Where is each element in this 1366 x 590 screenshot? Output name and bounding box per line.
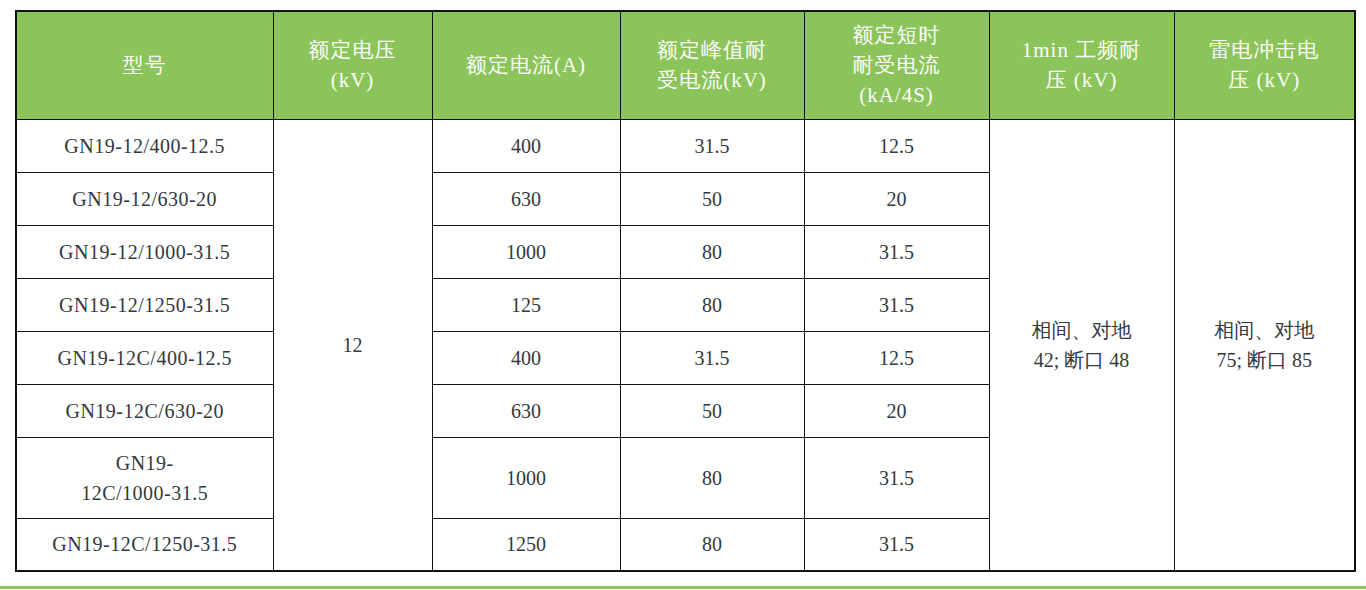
col-header-rated-current: 额定电流(A)	[432, 11, 620, 119]
cell-peak-withstand: 80	[620, 278, 804, 331]
cell-short-time-withstand: 12.5	[804, 331, 989, 384]
cell-model: GN19-12C/1250-31.5	[16, 518, 273, 571]
cell-rated-current: 630	[432, 384, 620, 437]
cell-peak-withstand: 80	[620, 518, 804, 571]
cell-peak-withstand: 80	[620, 225, 804, 278]
cell-peak-withstand: 50	[620, 384, 804, 437]
col-header-power-frequency-withstand: 1min 工频耐 压 (kV)	[989, 11, 1174, 119]
cell-short-time-withstand: 31.5	[804, 225, 989, 278]
col-header-model: 型号	[16, 11, 273, 119]
cell-short-time-withstand: 31.5	[804, 437, 989, 518]
cell-power-frequency-withstand: 相间、对地 42; 断口 48	[989, 119, 1174, 571]
cell-peak-withstand: 31.5	[620, 331, 804, 384]
cell-short-time-withstand: 31.5	[804, 278, 989, 331]
bottom-divider	[0, 586, 1366, 589]
cell-peak-withstand: 80	[620, 437, 804, 518]
col-header-rated-voltage: 额定电压 (kV)	[273, 11, 432, 119]
cell-short-time-withstand: 12.5	[804, 119, 989, 172]
cell-model: GN19-12C/630-20	[16, 384, 273, 437]
cell-lightning-impulse: 相间、对地 75; 断口 85	[1174, 119, 1355, 571]
cell-rated-current: 630	[432, 172, 620, 225]
cell-peak-withstand: 31.5	[620, 119, 804, 172]
cell-short-time-withstand: 20	[804, 384, 989, 437]
cell-peak-withstand: 50	[620, 172, 804, 225]
cell-model: GN19- 12C/1000-31.5	[16, 437, 273, 518]
cell-model: GN19-12C/400-12.5	[16, 331, 273, 384]
table-row: GN19-12/400-12.5 12 400 31.5 12.5 相间、对地 …	[16, 119, 1355, 172]
cell-rated-current: 1250	[432, 518, 620, 571]
cell-model: GN19-12/1250-31.5	[16, 278, 273, 331]
col-header-peak-withstand-current: 额定峰值耐 受电流(kV)	[620, 11, 804, 119]
page: 型号 额定电压 (kV) 额定电流(A) 额定峰值耐 受电流(kV) 额定短时 …	[0, 0, 1366, 590]
cell-rated-current: 400	[432, 119, 620, 172]
spec-table: 型号 额定电压 (kV) 额定电流(A) 额定峰值耐 受电流(kV) 额定短时 …	[15, 10, 1356, 572]
col-header-lightning-impulse: 雷电冲击电 压 (kV)	[1174, 11, 1355, 119]
cell-rated-current: 400	[432, 331, 620, 384]
cell-rated-voltage: 12	[273, 119, 432, 571]
cell-rated-current: 125	[432, 278, 620, 331]
cell-short-time-withstand: 20	[804, 172, 989, 225]
cell-short-time-withstand: 31.5	[804, 518, 989, 571]
cell-rated-current: 1000	[432, 437, 620, 518]
cell-model: GN19-12/1000-31.5	[16, 225, 273, 278]
header-row: 型号 额定电压 (kV) 额定电流(A) 额定峰值耐 受电流(kV) 额定短时 …	[16, 11, 1355, 119]
cell-model: GN19-12/630-20	[16, 172, 273, 225]
cell-model: GN19-12/400-12.5	[16, 119, 273, 172]
col-header-short-time-withstand-current: 额定短时 耐受电流 (kA/4S)	[804, 11, 989, 119]
cell-rated-current: 1000	[432, 225, 620, 278]
